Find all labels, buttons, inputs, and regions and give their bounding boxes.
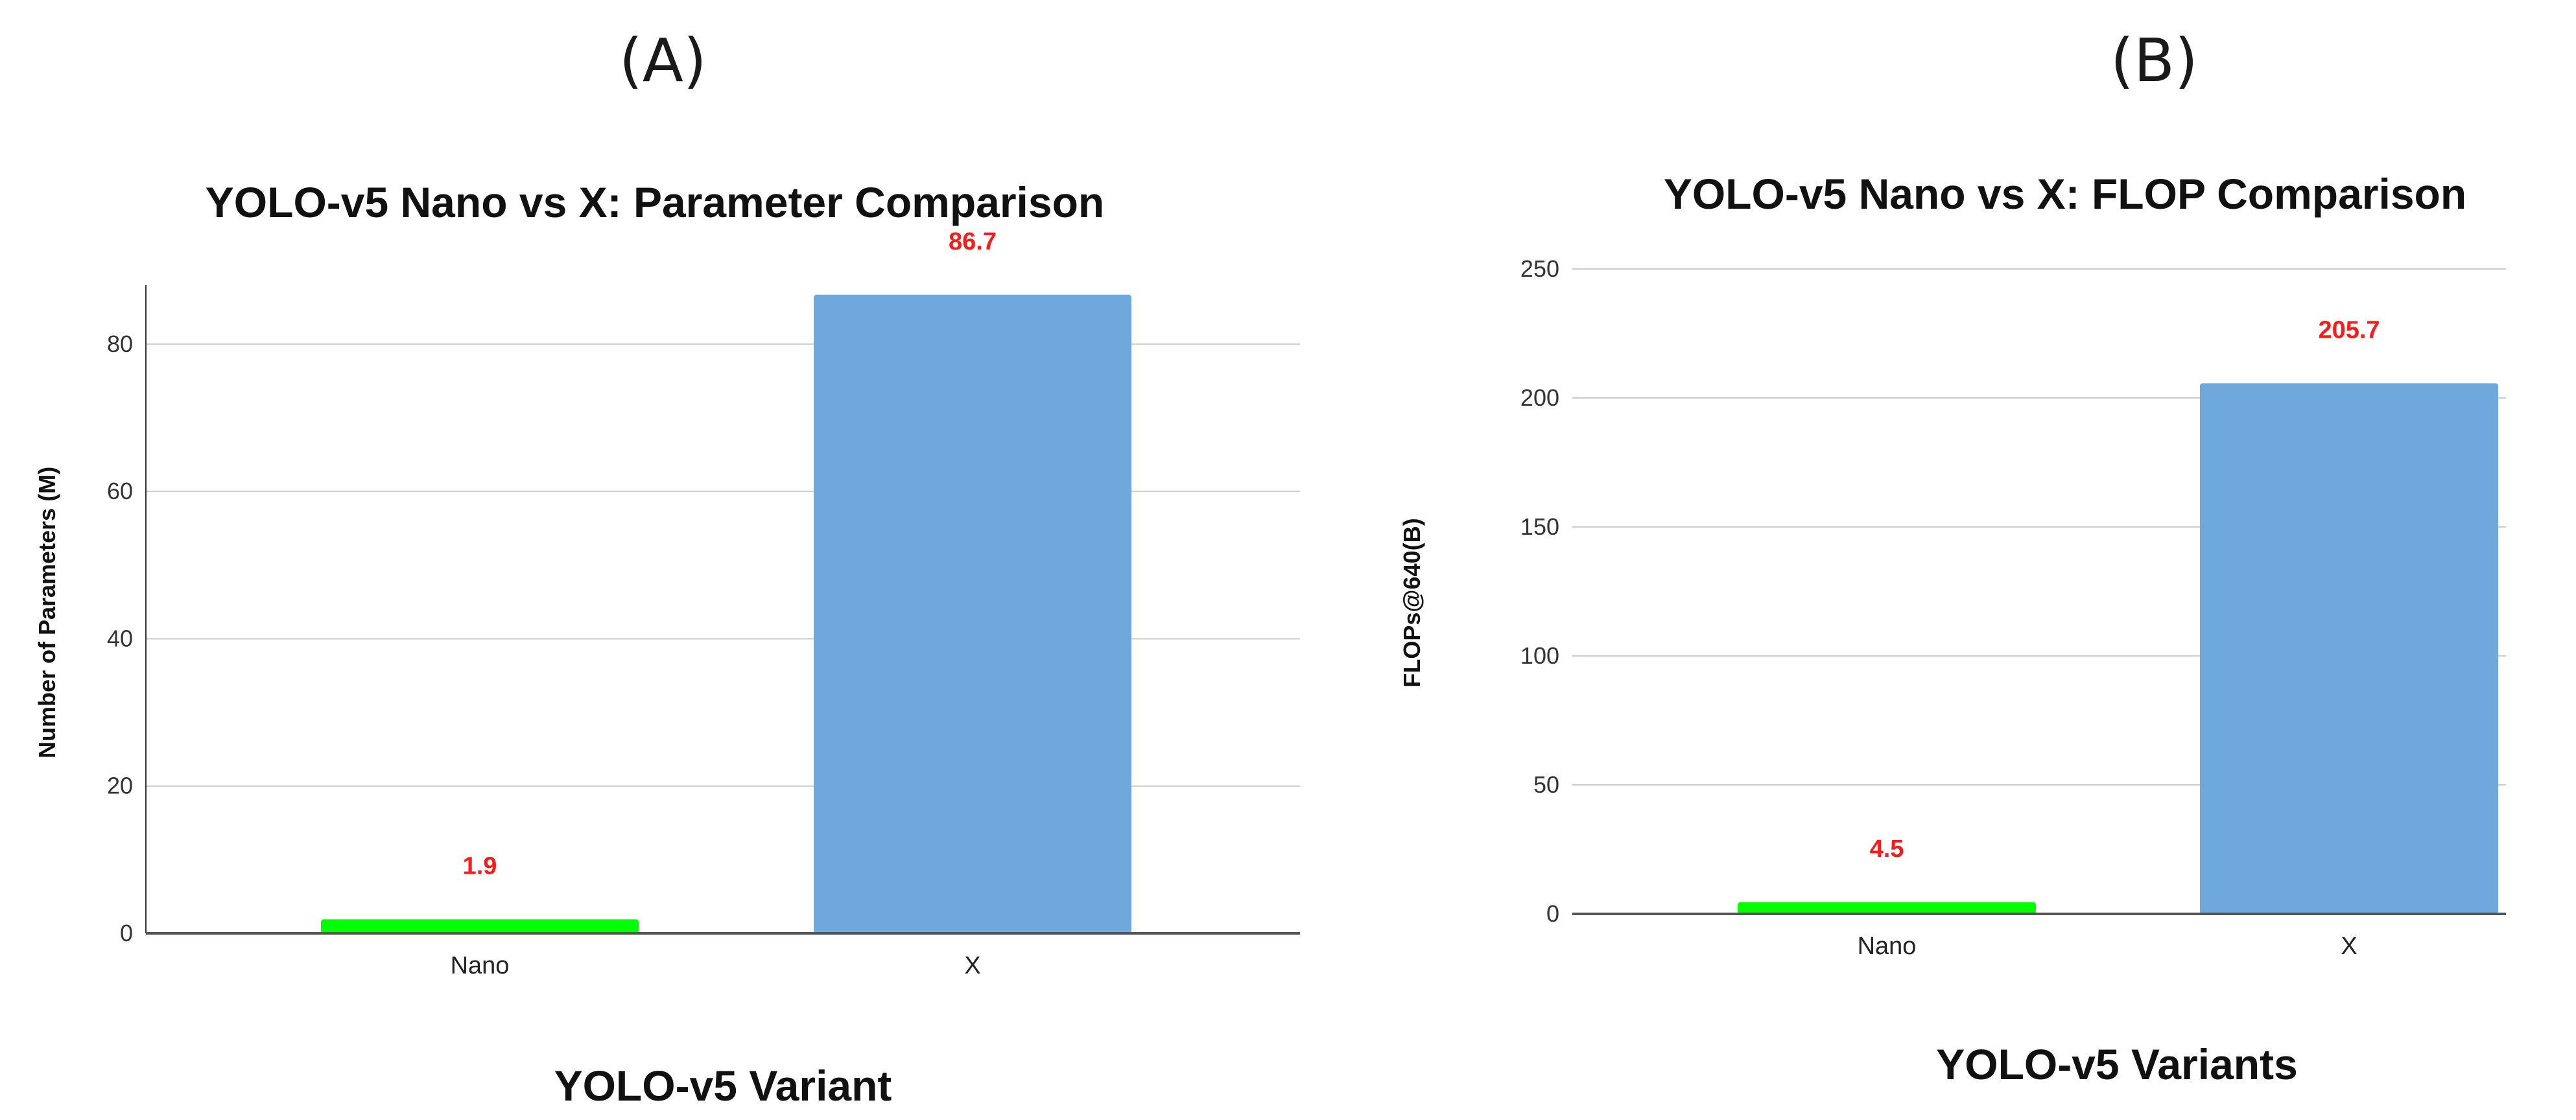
y-tick-label: 150 xyxy=(1520,513,1559,540)
data-label: 86.7 xyxy=(949,228,997,255)
bar-nano xyxy=(1738,902,2036,914)
x-axis-title: YOLO-v5 Variant xyxy=(554,1062,892,1110)
chart-title: YOLO-v5 Nano vs X: FLOP Comparison xyxy=(1664,170,2466,218)
x-category-label: X xyxy=(2341,933,2357,960)
x-category-label: Nano xyxy=(1858,933,1917,960)
data-label: 4.5 xyxy=(1870,835,1904,863)
x-category-label: X xyxy=(964,952,980,979)
y-tick-label: 20 xyxy=(107,773,133,799)
y-tick-label: 40 xyxy=(107,625,133,651)
y-tick-label: 0 xyxy=(1546,900,1559,927)
bar-x xyxy=(814,294,1131,934)
x-category-label: Nano xyxy=(451,952,510,979)
data-label: 1.9 xyxy=(463,852,497,880)
y-tick-label: 100 xyxy=(1520,642,1559,669)
y-axis-title: FLOPs@640(B) xyxy=(1399,518,1425,687)
data-label: 205.7 xyxy=(2318,316,2380,344)
panel-label-a: (A) xyxy=(619,26,707,95)
chart-title: YOLO-v5 Nano vs X: Parameter Comparison xyxy=(206,178,1104,226)
bar-x xyxy=(2200,383,2498,914)
y-tick-label: 60 xyxy=(107,478,133,504)
y-tick-label: 80 xyxy=(107,331,133,357)
y-tick-label: 250 xyxy=(1520,255,1559,282)
x-axis-title: YOLO-v5 Variants xyxy=(1936,1040,2298,1088)
y-tick-label: 50 xyxy=(1533,771,1559,798)
y-tick-label: 0 xyxy=(120,920,133,946)
y-axis-title: Number of Parameters (M) xyxy=(34,467,60,758)
bar-nano xyxy=(321,919,639,933)
y-tick-label: 200 xyxy=(1520,384,1559,411)
panel-label-b: (B) xyxy=(2110,26,2198,95)
